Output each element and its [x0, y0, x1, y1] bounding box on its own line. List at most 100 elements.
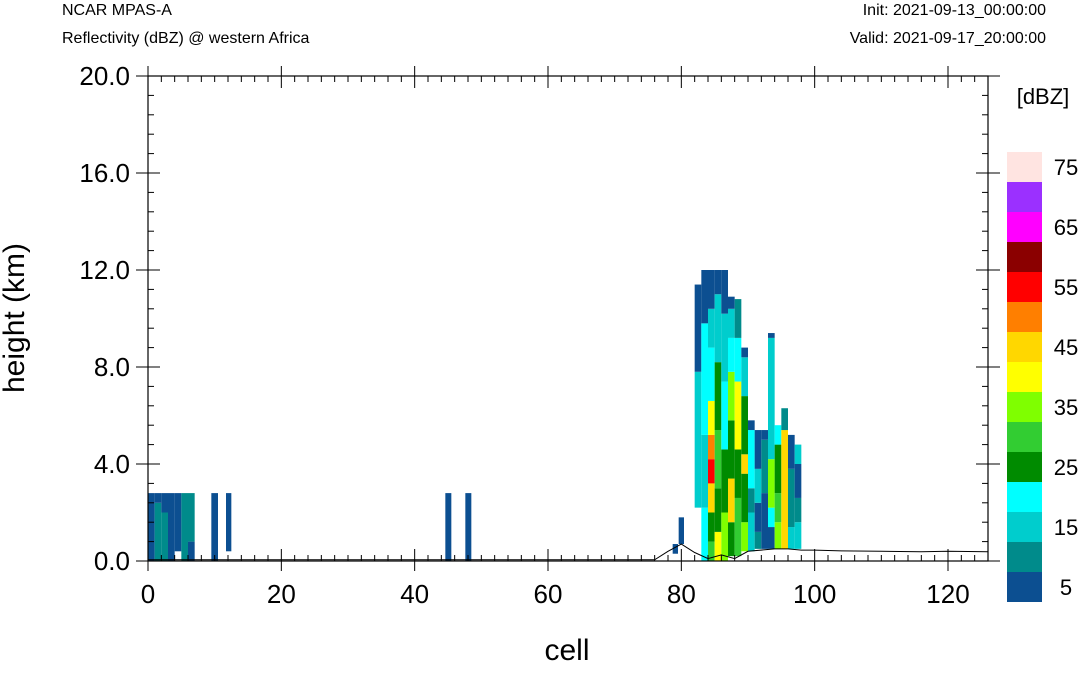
- reflectivity-cell: [161, 512, 168, 561]
- reflectivity-cell: [774, 522, 782, 549]
- y-tick-label: 20.0: [79, 61, 130, 91]
- colorbar-swatch: [1007, 512, 1042, 542]
- reflectivity-cell: [728, 478, 735, 523]
- colorbar-tick-label: 5: [1060, 575, 1072, 600]
- reflectivity-cell: [788, 468, 795, 528]
- reflectivity-cell: [701, 323, 708, 435]
- colorbar-swatch: [1007, 362, 1042, 392]
- reflectivity-cell: [734, 497, 742, 557]
- x-tick-label: 40: [400, 579, 429, 609]
- reflectivity-cell: [161, 493, 168, 513]
- colorbar-swatch: [1007, 272, 1042, 302]
- plot-area: [148, 270, 802, 561]
- reflectivity-cell: [721, 270, 728, 314]
- reflectivity-cell: [794, 497, 802, 523]
- x-tick-label: 20: [267, 579, 296, 609]
- reflectivity-cell: [708, 308, 715, 348]
- reflectivity-cell: [794, 522, 802, 549]
- colorbar-tick-label: 25: [1054, 455, 1078, 480]
- x-tick-label: 100: [793, 579, 836, 609]
- reflectivity-cell: [672, 544, 678, 554]
- reflectivity-cell: [714, 430, 722, 489]
- reflectivity-cell: [714, 531, 722, 561]
- y-tick-label: 12.0: [79, 255, 130, 285]
- reflectivity-cell: [714, 488, 722, 532]
- reflectivity-cell: [721, 512, 728, 561]
- reflectivity-cell: [708, 483, 715, 513]
- reflectivity-cell: [741, 396, 748, 455]
- chart-title: Reflectivity (dBZ) @ western Africa: [62, 30, 310, 47]
- colorbar-swatch: [1007, 302, 1042, 332]
- reflectivity-cell: [211, 493, 218, 561]
- reflectivity-cell: [761, 430, 768, 440]
- y-tick-label: 16.0: [79, 158, 130, 188]
- reflectivity-cell: [781, 430, 788, 549]
- reflectivity-cell: [714, 362, 722, 431]
- reflectivity-cell: [728, 371, 735, 421]
- reflectivity-cell: [774, 444, 782, 494]
- colorbar-swatch: [1007, 572, 1042, 602]
- reflectivity-cell: [708, 434, 715, 460]
- reflectivity-cell: [701, 270, 708, 324]
- x-axis-label: cell: [544, 634, 589, 667]
- reflectivity-cell: [754, 468, 762, 503]
- reflectivity-cell: [754, 430, 762, 469]
- reflectivity-cell: [708, 512, 715, 542]
- reflectivity-cell: [734, 381, 742, 450]
- reflectivity-cell: [701, 434, 708, 508]
- y-tick-label: 8.0: [94, 352, 130, 382]
- colorbar-swatch: [1007, 482, 1042, 512]
- reflectivity-cell: [728, 308, 735, 338]
- reflectivity-cell: [226, 493, 232, 552]
- reflectivity-cell: [174, 493, 182, 552]
- x-tick-label: 0: [141, 579, 155, 609]
- reflectivity-cell: [748, 488, 755, 513]
- reflectivity-cell: [728, 522, 735, 557]
- reflectivity-cell: [734, 299, 742, 338]
- reflectivity-cell: [734, 449, 742, 498]
- reflectivity-cell: [768, 333, 775, 338]
- reflectivity-cell: [761, 493, 768, 549]
- reflectivity-cell: [728, 296, 735, 309]
- colorbar-swatch: [1007, 152, 1042, 182]
- colorbar-tick-label: 75: [1054, 155, 1078, 180]
- reflectivity-cell: [708, 400, 715, 435]
- y-tick-label: 4.0: [94, 449, 130, 479]
- colorbar-tick-label: 15: [1054, 515, 1078, 540]
- reflectivity-cell: [694, 284, 702, 372]
- reflectivity-cell: [728, 420, 735, 479]
- reflectivity-cell: [754, 502, 762, 532]
- reflectivity-cell: [741, 522, 748, 552]
- reflectivity-cell: [728, 337, 735, 372]
- reflectivity-cell: [721, 381, 728, 450]
- reflectivity-cell: [708, 270, 715, 309]
- y-axis-label: height (km): [0, 243, 31, 393]
- reflectivity-cell: [148, 493, 155, 561]
- reflectivity-cell: [708, 459, 715, 484]
- y-tick-label: 0.0: [94, 546, 130, 576]
- model-label: NCAR MPAS-A: [62, 2, 172, 19]
- colorbar-swatch: [1007, 332, 1042, 362]
- colorbar-tick-label: 45: [1054, 335, 1078, 360]
- reflectivity-cell: [694, 371, 702, 508]
- reflectivity-cell: [754, 531, 762, 549]
- reflectivity-cell: [465, 493, 472, 561]
- reflectivity-cell: [701, 507, 708, 561]
- reflectivity-cell: [748, 420, 755, 431]
- reflectivity-cell: [721, 449, 728, 513]
- reflectivity-cell: [445, 493, 452, 561]
- reflectivity-cell: [154, 493, 162, 503]
- colorbar-swatch: [1007, 422, 1042, 452]
- reflectivity-cell: [721, 313, 728, 382]
- reflectivity-cell: [168, 493, 175, 561]
- reflectivity-cell: [788, 527, 795, 549]
- reflectivity-cell: [774, 493, 782, 523]
- colorbar-swatch: [1007, 392, 1042, 422]
- colorbar-swatch: [1007, 542, 1042, 572]
- axes: 0 20 40 60 80 100 120 0.0 4.0 8.0 12.0 16.0 20.0: [79, 61, 1000, 609]
- reflectivity-cell: [768, 337, 775, 460]
- plot-frame: [147, 75, 989, 562]
- reflectivity-cell: [768, 459, 775, 508]
- reflectivity-cell: [714, 270, 722, 295]
- reflectivity-cell: [708, 541, 715, 561]
